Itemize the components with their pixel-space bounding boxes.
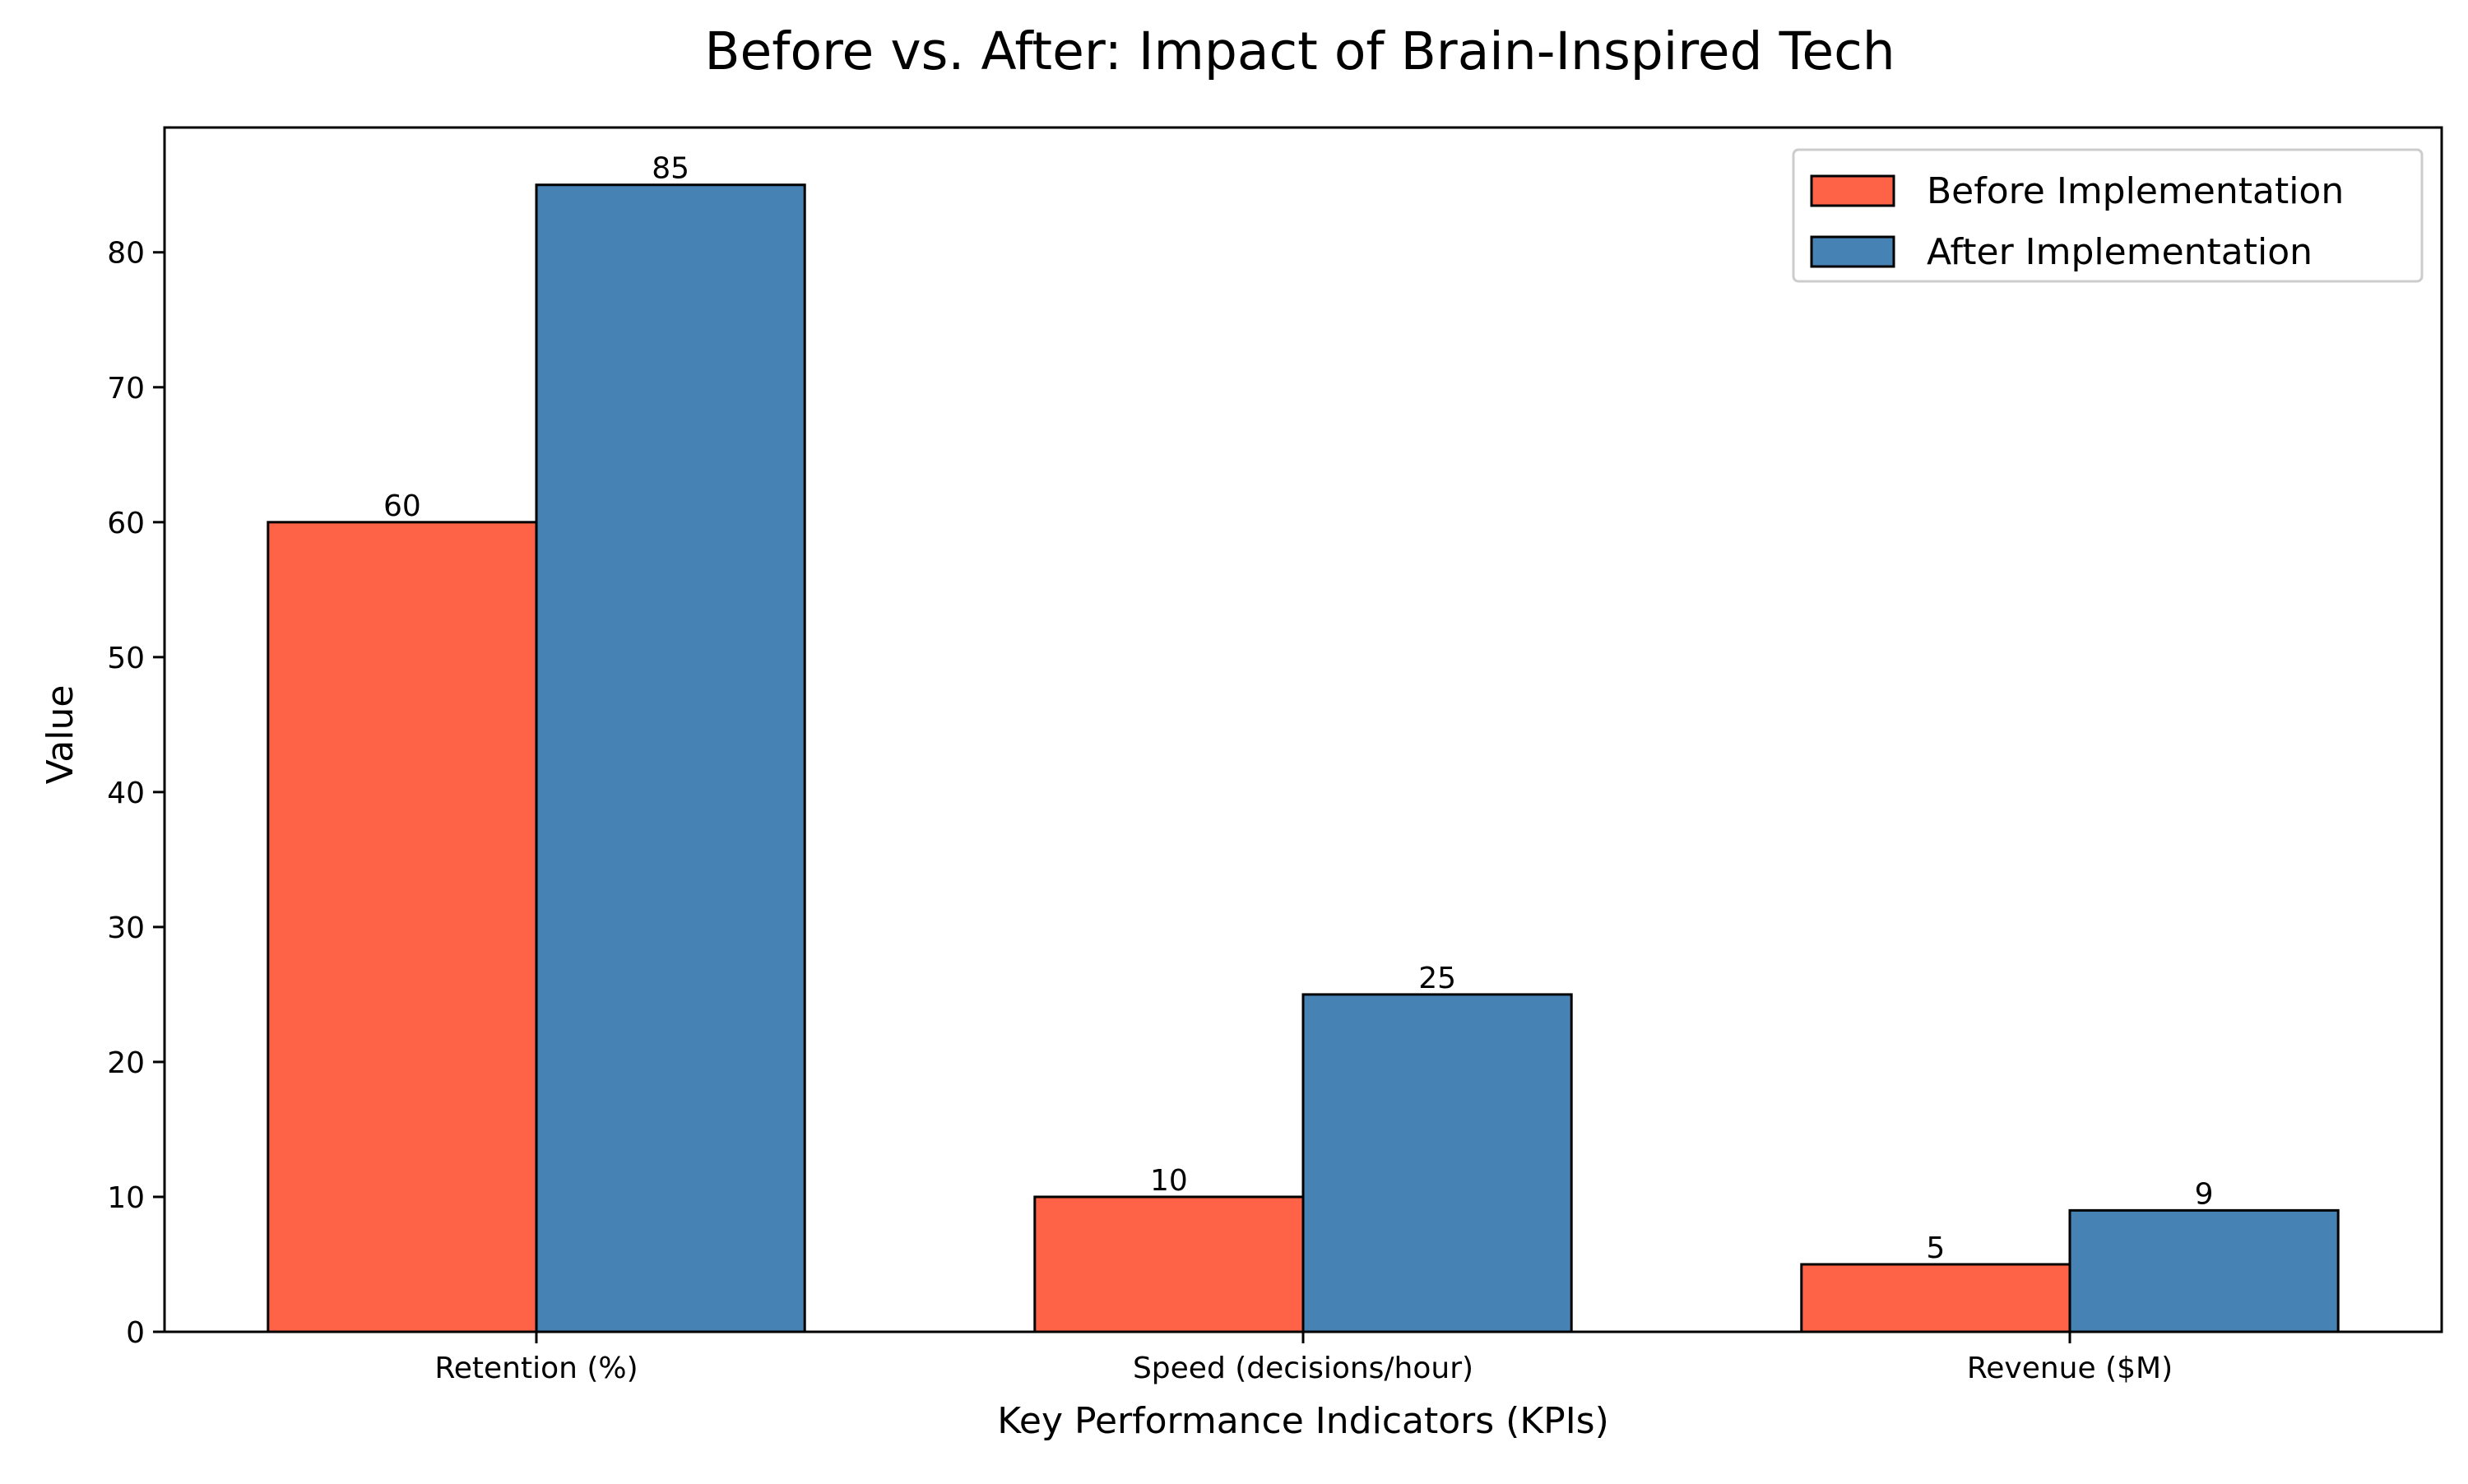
y-tick-label: 70 <box>107 372 145 406</box>
y-tick-label: 30 <box>107 911 145 945</box>
value-labels-layer: 60 10 5 85 25 9 <box>383 152 2214 1265</box>
bar-after-1 <box>1301 993 1573 1333</box>
data-label-before-0: 60 <box>383 489 421 523</box>
legend-label: After Implementation <box>1927 231 2313 273</box>
legend-swatch <box>1810 235 1895 268</box>
legend-label: Before Implementation <box>1927 170 2344 212</box>
data-label-after-1: 25 <box>1418 962 1456 995</box>
y-tick-label: 10 <box>107 1181 145 1215</box>
x-tick-label: Speed (decisions/hour) <box>1133 1352 1473 1385</box>
bar-before-0 <box>267 521 538 1333</box>
y-tick-label: 80 <box>107 237 145 271</box>
x-axis-label: Key Performance Indicators (KPIs) <box>997 1400 1609 1442</box>
y-tick-label: 60 <box>107 507 145 540</box>
bar-before-2 <box>1800 1263 2071 1333</box>
data-label-after-0: 85 <box>652 152 689 186</box>
legend-box <box>1792 148 2424 283</box>
data-label-before-2: 5 <box>1926 1231 1945 1265</box>
x-tick-label: Retention (%) <box>434 1352 638 1385</box>
legend: Before Implementation After Implementatio… <box>1792 148 2424 283</box>
data-label-after-2: 9 <box>2195 1177 2214 1211</box>
bar-after-2 <box>2068 1208 2340 1333</box>
bar-after-0 <box>535 183 806 1333</box>
chart-title: Before vs. After: Impact of Brain-Inspir… <box>704 21 1895 81</box>
y-axis-label: Value <box>39 685 81 785</box>
bars-layer <box>267 183 2340 1333</box>
plot-area: 60 10 5 85 25 9 0 10 20 30 40 50 60 70 80 Retention (… <box>107 126 2443 1385</box>
legend-swatch <box>1810 174 1895 207</box>
y-tick-label: 50 <box>107 642 145 675</box>
bar-before-1 <box>1033 1195 1305 1333</box>
x-axis-ticks: Retention (%) Speed (decisions/hour) Reven… <box>434 1332 2173 1385</box>
data-label-before-1: 10 <box>1150 1164 1188 1198</box>
y-tick-label: 20 <box>107 1046 145 1080</box>
x-tick-label: Revenue ($M) <box>1967 1352 2173 1385</box>
y-tick-label: 0 <box>126 1316 145 1350</box>
y-axis-ticks: 0 10 20 30 40 50 60 70 80 <box>107 237 165 1350</box>
y-tick-label: 40 <box>107 777 145 810</box>
